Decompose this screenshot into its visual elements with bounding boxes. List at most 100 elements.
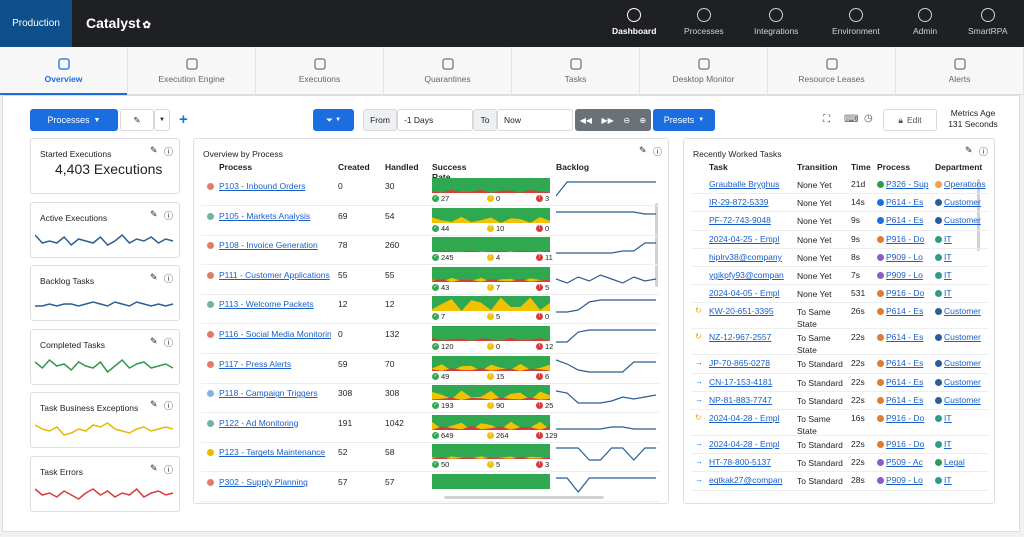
vertical-scrollbar[interactable] [655,203,658,287]
info-icon[interactable]: ⓘ [164,401,174,411]
process-link[interactable]: P118 - Campaign Triggers [219,388,318,399]
process-link[interactable]: P614 - Es [886,197,924,208]
presets-button[interactable]: Presets ▼ [653,109,715,131]
process-link[interactable]: P116 - Social Media Monitoring [219,329,331,339]
brand-logo[interactable]: Catalyst ✿ [86,15,151,31]
info-icon[interactable]: ⓘ [164,210,174,221]
department-link[interactable]: Legal [944,457,965,468]
department-link[interactable]: Customer [944,376,981,387]
edit-icon[interactable]: ✎ [150,272,158,282]
process-link[interactable]: P108 - Invoice Generation [219,240,318,251]
edit-layout-dropdown[interactable]: ▼ [154,109,170,131]
process-link[interactable]: P123 - Targets Maintenance [219,447,326,458]
edit-icon[interactable]: ✎ [965,145,973,155]
process-link[interactable]: P614 - Es [886,215,924,226]
department-link[interactable]: IT [944,270,952,280]
department-link[interactable]: IT [944,251,952,262]
info-icon[interactable]: ⓘ [164,147,174,157]
horizontal-scrollbar[interactable] [444,496,604,499]
zoom-out-icon[interactable]: ⊖ [623,115,631,125]
department-link[interactable]: Customer [944,332,981,343]
department-link[interactable]: Customer [944,306,981,317]
process-link[interactable]: P302 - Supply Planning [219,477,308,487]
rewind-icon[interactable]: ◀◀ [579,115,593,125]
process-link[interactable]: P614 - Es [886,394,924,405]
process-link[interactable]: P117 - Press Alerts [219,358,292,369]
add-widget-button[interactable]: + [179,111,188,128]
tab-overview[interactable]: Overview [0,47,128,95]
process-link[interactable]: P111 - Customer Applications [219,269,330,280]
task-link[interactable]: 2024-04-28 - Empl [709,413,780,423]
filter-button[interactable]: ⏷ ▼ [313,109,354,131]
zoom-in-icon[interactable]: ⊕ [639,115,647,125]
department-link[interactable]: Operations [944,179,986,189]
task-link[interactable]: JP-70-865-0278 [709,358,770,369]
tab-execution-engine[interactable]: Execution Engine [128,47,256,94]
department-link[interactable]: Customer [944,358,981,369]
department-link[interactable]: IT [944,233,952,244]
info-icon[interactable]: ⓘ [653,147,663,157]
process-link[interactable]: P509 - Ac [886,457,923,468]
vertical-scrollbar[interactable] [977,179,980,251]
task-link[interactable]: 2024-04-05 - Empl [709,288,780,299]
task-link[interactable]: CN-17-153-4181 [709,376,773,387]
process-link[interactable]: P916 - Do [886,413,925,423]
tab-tasks[interactable]: Tasks [512,47,640,94]
task-link[interactable]: PF-72-743-9048 [709,215,771,226]
process-link[interactable]: P909 - Lo [886,270,923,280]
task-link[interactable]: ygikpfy93@compan [709,270,784,280]
process-link[interactable]: P103 - Inbound Orders [219,181,306,191]
department-link[interactable]: IT [944,439,952,449]
tab-quarantines[interactable]: Quarantines [384,47,512,94]
department-link[interactable]: IT [944,288,952,299]
top-nav-integrations[interactable]: Integrations [754,8,798,36]
edit-icon[interactable]: ✎ [150,208,158,219]
department-link[interactable]: IT [944,475,952,486]
department-link[interactable]: IT [944,413,952,423]
tab-alerts[interactable]: Alerts [896,47,1024,94]
process-link[interactable]: P916 - Do [886,439,925,449]
info-icon[interactable]: ⓘ [164,274,174,284]
process-link[interactable]: P614 - Es [886,358,924,369]
process-link[interactable]: P909 - Lo [886,475,923,486]
process-link[interactable]: P614 - Es [886,306,924,317]
top-nav-environment[interactable]: Environment [832,8,880,36]
process-link[interactable]: P916 - Do [886,288,925,299]
process-link[interactable]: P614 - Es [886,376,924,387]
info-icon[interactable]: ⓘ [979,147,989,157]
info-icon[interactable]: ⓘ [164,337,174,348]
edit-icon[interactable]: ✎ [150,462,158,473]
task-link[interactable]: 2024-04-25 - Empl [709,233,780,244]
fullscreen-icon[interactable]: ⛶ [823,114,830,125]
task-link[interactable]: IR-29-872-5339 [709,197,769,208]
task-link[interactable]: Grauballe Bryghus [709,179,780,189]
edit-icon[interactable]: ✎ [639,145,647,155]
department-link[interactable]: Customer [944,197,981,208]
process-link[interactable]: P105 - Markets Analysis [219,210,311,221]
edit-layout-button[interactable]: ✎ [120,109,154,131]
to-input[interactable]: Now [497,109,573,131]
processes-button[interactable]: Processes ▼ [30,109,118,131]
tab-executions[interactable]: Executions [256,47,384,94]
process-link[interactable]: P916 - Do [886,233,925,244]
task-link[interactable]: NP-81-883-7747 [709,394,772,405]
clock-icon[interactable]: ◷ [864,113,873,124]
edit-icon[interactable]: ✎ [150,335,158,346]
info-icon[interactable]: ⓘ [164,464,174,475]
from-input[interactable]: -1 Days [397,109,473,131]
process-link[interactable]: P113 - Welcome Packets [219,299,314,310]
edit-button[interactable]: 🔒︎ Edit [883,109,937,131]
process-link[interactable]: P122 - Ad Monitoring [219,417,299,428]
department-link[interactable]: Customer [944,215,981,226]
process-link[interactable]: P614 - Es [886,332,924,343]
top-nav-dashboard[interactable]: Dashboard [612,8,656,36]
task-link[interactable]: NZ-12-967-2557 [709,332,772,343]
department-link[interactable]: Customer [944,394,981,405]
task-link[interactable]: KW-20-651-3395 [709,306,774,317]
fast-forward-icon[interactable]: ▶▶ [601,115,614,125]
tab-resource-leases[interactable]: Resource Leases [768,47,896,94]
tab-desktop-monitor[interactable]: Desktop Monitor [640,47,768,94]
keyboard-icon[interactable]: ⌨ [844,114,859,125]
environment-badge[interactable]: Production [0,0,72,47]
process-link[interactable]: P326 - Sup [886,179,929,189]
